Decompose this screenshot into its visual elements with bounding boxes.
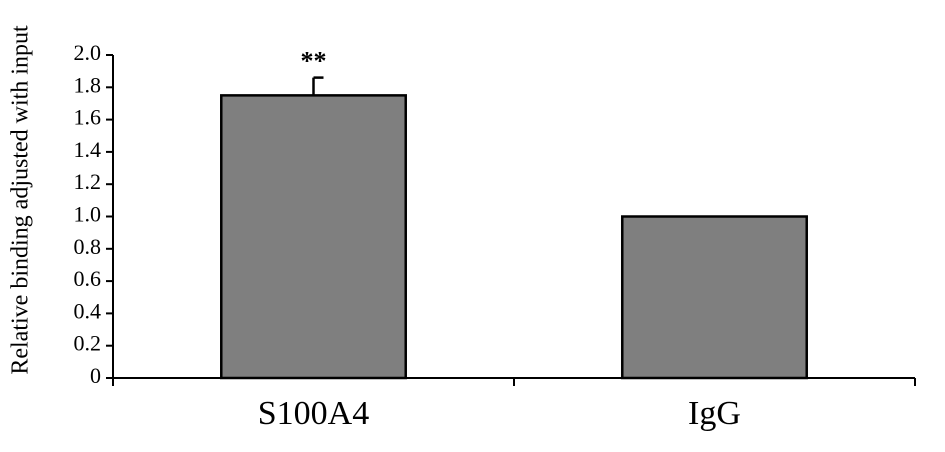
y-axis-label: Relative binding adjusted with input <box>8 25 34 375</box>
y-tick-label: 0.4 <box>74 298 102 323</box>
y-tick-label: 0.2 <box>74 331 102 356</box>
y-tick-label: 1.0 <box>74 202 102 227</box>
bar <box>621 215 808 380</box>
y-tick-label: 2.0 <box>74 40 102 65</box>
bar <box>220 94 407 380</box>
y-tick-label: 0.8 <box>74 234 102 259</box>
y-tick-label: 1.8 <box>74 72 102 97</box>
y-tick-label: 0.6 <box>74 266 102 291</box>
x-tick-label: IgG <box>688 395 741 432</box>
y-tick-label: 1.6 <box>74 105 102 130</box>
significance-label: ** <box>301 47 327 76</box>
x-tick-label: S100A4 <box>258 395 369 432</box>
y-tick-label: 0 <box>90 363 101 388</box>
y-tick-label: 1.4 <box>74 137 102 162</box>
y-tick-label: 1.2 <box>74 169 102 194</box>
